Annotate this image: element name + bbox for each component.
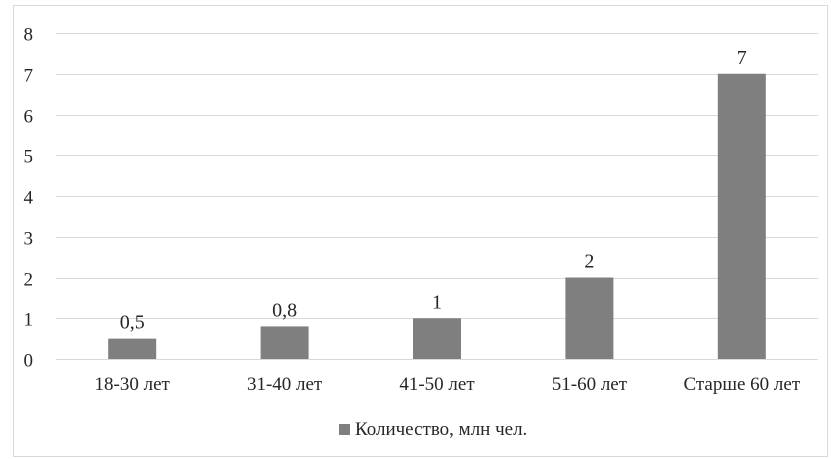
legend: Количество, млн чел. (339, 419, 527, 440)
data-label-4: 2 (584, 251, 594, 273)
data-label-3: 1 (432, 291, 442, 313)
y-tick-label: 0 (24, 351, 34, 372)
category-label-5: Старше 60 лет (683, 374, 800, 395)
data-label-5: 7 (737, 47, 747, 69)
category-label-2: 31-40 лет (247, 374, 323, 395)
y-tick-label: 6 (24, 107, 34, 128)
data-labels: 0,5 0,8 1 2 7 (120, 47, 747, 334)
y-tick-label: 4 (24, 188, 34, 209)
x-axis-categories: 18-30 лет 31-40 лет 41-50 лет 51-60 лет Стар… (95, 374, 801, 395)
bars (108, 73, 766, 359)
bar-5 (717, 73, 766, 359)
bar-4 (565, 277, 614, 359)
y-tick-label: 1 (24, 310, 34, 331)
bar-1 (108, 338, 157, 359)
gridlines (56, 33, 818, 360)
legend-label: Количество, млн чел. (355, 419, 527, 440)
data-label-1: 0,5 (120, 312, 145, 334)
data-label-2: 0,8 (272, 299, 297, 321)
y-tick-label: 5 (24, 147, 34, 168)
category-label-3: 41-50 лет (399, 374, 475, 395)
y-tick-label: 3 (24, 229, 34, 250)
y-tick-label: 7 (24, 66, 34, 87)
chart-frame (13, 5, 828, 457)
y-tick-label: 2 (24, 270, 34, 291)
y-tick-label: 8 (24, 25, 34, 46)
legend-swatch (339, 424, 350, 435)
category-label-4: 51-60 лет (552, 374, 628, 395)
y-axis-ticks: 0 1 2 3 4 5 6 7 8 (24, 25, 34, 372)
category-label-1: 18-30 лет (95, 374, 171, 395)
bar-2 (260, 326, 309, 359)
bar-3 (413, 318, 461, 359)
